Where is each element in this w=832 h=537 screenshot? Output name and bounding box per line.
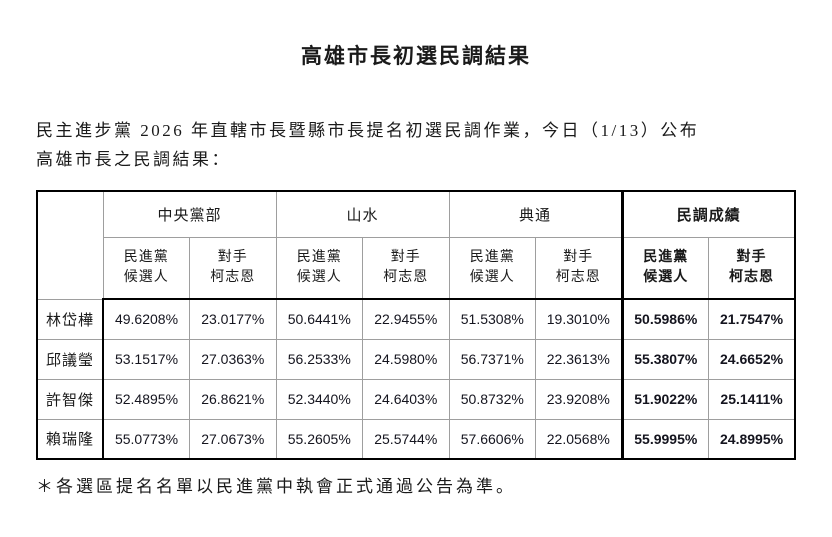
poll-value: 22.9455% <box>362 298 450 340</box>
poll-result-value: 24.6652% <box>708 338 796 380</box>
poll-value: 50.8732% <box>448 378 537 420</box>
group-header-result: 民調成績 <box>620 190 796 238</box>
poll-value: 22.0568% <box>535 418 623 460</box>
poll-results-table: 中央黨部 山水 典通 民調成績 民進黨 候選人 對手 柯志恩 民進黨 候選人 <box>36 190 797 460</box>
subheader-line: 對手 <box>563 249 594 265</box>
poll-value: 56.2533% <box>275 338 364 380</box>
poll-value: 52.3440% <box>275 378 364 420</box>
group-header-row: 中央黨部 山水 典通 民調成績 <box>36 190 796 300</box>
document-page: 高雄市長初選民調結果 民主進步黨 2026 年直轄市長暨縣市長提名初選民調作業，… <box>0 40 832 497</box>
subheader-line: 對手 <box>736 249 767 265</box>
poll-value: 27.0363% <box>189 338 277 380</box>
candidate-name: 林岱樺 <box>36 298 104 340</box>
subheader-opponent: 對手 柯志恩 <box>535 236 623 300</box>
subheader-dpp-candidate: 民進黨 候選人 <box>275 236 364 300</box>
candidate-name: 邱議瑩 <box>36 338 104 380</box>
subheader-opponent: 對手 柯志恩 <box>189 236 277 300</box>
poll-value: 19.3010% <box>535 298 623 340</box>
table-row: 林岱樺 49.6208% 23.0177% 50.6441% 22.9455% … <box>36 298 796 340</box>
subheader-line: 民進黨 <box>469 249 515 265</box>
candidate-name: 賴瑞隆 <box>36 418 104 460</box>
poll-value: 23.9208% <box>535 378 623 420</box>
subheader-dpp-candidate: 民進黨 候選人 <box>102 236 190 300</box>
poll-value: 53.1517% <box>102 338 190 380</box>
subheader-opponent: 對手 柯志恩 <box>362 236 450 300</box>
sub-header-row: 民進黨 候選人 對手 柯志恩 民進黨 候選人 對手 柯志恩 民進黨 候選人 <box>37 236 796 300</box>
intro-line-2: 高雄市長之民調結果： <box>36 150 231 169</box>
poll-value: 26.8621% <box>189 378 277 420</box>
subheader-dpp-candidate: 民進黨 候選人 <box>448 236 537 300</box>
footnote: ＊各選區提名名單以民進黨中執會正式通過公告為準。 <box>36 477 516 496</box>
poll-result-value: 24.8995% <box>708 418 796 460</box>
poll-result-value: 55.9995% <box>620 418 710 460</box>
subheader-line: 對手 <box>217 249 248 265</box>
candidate-name: 許智傑 <box>36 378 104 420</box>
table-row: 賴瑞隆 55.0773% 27.0673% 55.2605% 25.5744% … <box>36 418 796 460</box>
poll-value: 56.7371% <box>448 338 537 380</box>
subheader-line: 民進黨 <box>123 249 169 265</box>
poll-value: 24.6403% <box>362 378 450 420</box>
subheader-line: 對手 <box>390 249 421 265</box>
poll-value: 25.5744% <box>362 418 450 460</box>
subheader-line: 柯志恩 <box>555 269 601 285</box>
poll-result-value: 51.9022% <box>620 378 710 420</box>
subheader-line: 民進黨 <box>643 249 689 265</box>
group-header-shanshui: 山水 <box>275 190 450 238</box>
poll-value: 22.3613% <box>535 338 623 380</box>
poll-value: 49.6208% <box>102 298 190 340</box>
poll-value: 51.5308% <box>448 298 537 340</box>
table-row: 邱議瑩 53.1517% 27.0363% 56.2533% 24.5980% … <box>36 338 796 380</box>
intro-paragraph: 民主進步黨 2026 年直轄市長暨縣市長提名初選民調作業，今日（1/13）公布 … <box>36 116 796 174</box>
poll-result-value: 50.5986% <box>620 298 710 340</box>
poll-value: 55.2605% <box>275 418 364 460</box>
poll-result-value: 55.3807% <box>620 338 710 380</box>
poll-value: 23.0177% <box>189 298 277 340</box>
group-header-diantong: 典通 <box>448 190 623 238</box>
group-header-central: 中央黨部 <box>102 190 277 238</box>
page-title: 高雄市長初選民調結果 <box>301 44 531 68</box>
subheader-line: 候選人 <box>296 269 342 285</box>
intro-line-1: 民主進步黨 2026 年直轄市長暨縣市長提名初選民調作業，今日（1/13）公布 <box>36 121 700 140</box>
subheader-line: 柯志恩 <box>729 269 775 285</box>
subheader-line: 候選人 <box>469 269 515 285</box>
corner-cell <box>36 190 104 300</box>
subheader-line: 候選人 <box>123 269 169 285</box>
poll-value: 57.6606% <box>448 418 537 460</box>
poll-value: 24.5980% <box>362 338 450 380</box>
poll-value: 50.6441% <box>275 298 364 340</box>
subheader-line: 柯志恩 <box>210 269 256 285</box>
poll-value: 55.0773% <box>102 418 190 460</box>
subheader-line: 民進黨 <box>296 249 342 265</box>
subheader-dpp-candidate: 民進黨 候選人 <box>620 236 710 300</box>
subheader-line: 候選人 <box>643 269 689 285</box>
poll-value: 27.0673% <box>189 418 277 460</box>
subheader-opponent: 對手 柯志恩 <box>708 236 796 300</box>
table-row: 許智傑 52.4895% 26.8621% 52.3440% 24.6403% … <box>36 378 796 420</box>
subheader-line: 柯志恩 <box>383 269 429 285</box>
poll-value: 52.4895% <box>102 378 190 420</box>
poll-result-value: 21.7547% <box>708 298 796 340</box>
poll-result-value: 25.1411% <box>708 378 796 420</box>
